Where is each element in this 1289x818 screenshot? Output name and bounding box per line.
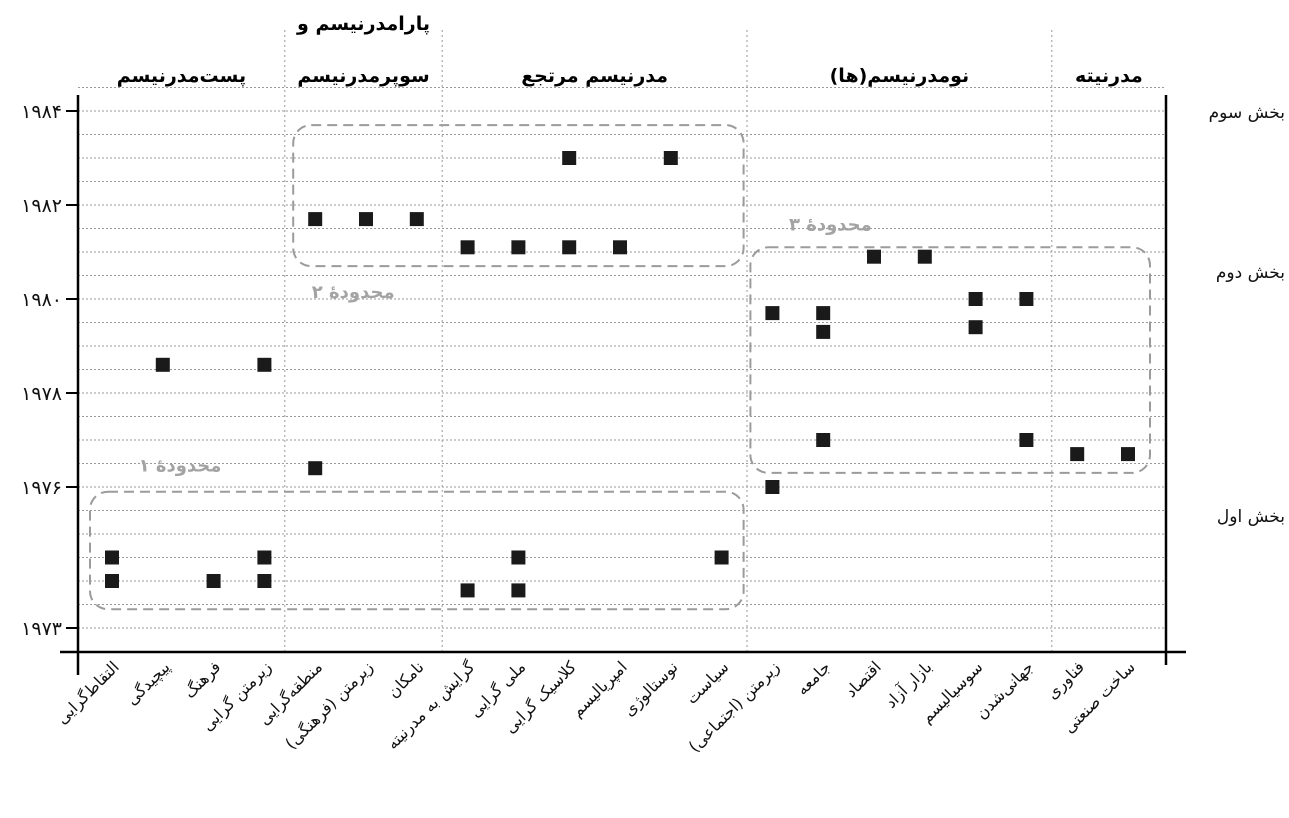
- data-point: [816, 306, 831, 321]
- data-point: [409, 212, 424, 227]
- section-label: بخش اول: [1217, 507, 1285, 527]
- data-point: [867, 249, 881, 264]
- region-box: [89, 490, 745, 611]
- x-tick-label: فرهنگ: [180, 657, 225, 702]
- y-tick-labels: ۱۹۷۳ ۱۹۷۶ ۱۹۷۸ ۱۹۸۰ ۱۹۸۲ ۱۹۸۴: [21, 101, 78, 640]
- y-tick-label: ۱۹۷۳: [21, 618, 62, 640]
- data-point: [359, 212, 373, 227]
- section-labels: بخش سوم بخش دوم بخش اول: [1209, 103, 1285, 527]
- axes: [60, 95, 1186, 675]
- x-tick-label: زیرمتن (فرهنگی): [281, 657, 377, 753]
- x-tick-label: نوستالوژی: [619, 657, 682, 720]
- vertical-gridlines: [284, 30, 1053, 652]
- data-point: [511, 240, 526, 255]
- region-boxes: محدودهٔ ۱ محدودهٔ ۲ محدودهٔ ۳: [89, 124, 1152, 611]
- group-label: سوپرمدرنیسم: [297, 65, 429, 87]
- x-tick-label: التقاط‌گرایی: [52, 657, 123, 728]
- data-point: [105, 574, 119, 588]
- data-point: [968, 292, 983, 306]
- data-point: [155, 357, 170, 372]
- data-point: [613, 240, 627, 255]
- data-point: [714, 550, 729, 565]
- x-tick-label: امپریالیسم: [567, 657, 631, 721]
- x-tick-label: گرایش به مدرنیته: [383, 657, 480, 754]
- y-tick-label: ۱۹۸۴: [21, 101, 62, 123]
- region-label: محدودهٔ ۲: [312, 282, 395, 303]
- data-point: [308, 461, 323, 476]
- group-label: نومدرنیسم(ها): [830, 65, 970, 87]
- data-point: [1019, 292, 1034, 306]
- group-label: مدرنیته: [1075, 65, 1143, 87]
- data-point: [206, 574, 221, 588]
- x-tick-label: فناوری: [1043, 657, 1089, 703]
- data-point: [460, 583, 475, 598]
- region-label: محدودهٔ ۳: [789, 214, 872, 235]
- horizontal-gridlines: [78, 87, 1166, 629]
- data-point: [816, 324, 831, 339]
- data-point: [511, 550, 526, 565]
- data-point: [562, 240, 577, 255]
- y-tick-label: ۱۹۸۰: [21, 289, 62, 311]
- data-point: [460, 240, 475, 255]
- data-point: [765, 306, 780, 321]
- section-label: بخش سوم: [1209, 103, 1285, 123]
- section-label: بخش دوم: [1216, 263, 1285, 283]
- y-tick-label: ۱۹۸۲: [21, 195, 62, 217]
- region-box: [749, 246, 1152, 474]
- group-label: پست‌مدرنیسم: [117, 65, 246, 87]
- data-point: [816, 433, 831, 447]
- x-tick-label: پیچیدگی: [122, 657, 174, 709]
- data-points: [105, 151, 1135, 598]
- group-labels: پست‌مدرنیسم سوپرمدرنیسم پارامدرنیسم و مدرنی…: [117, 13, 1143, 87]
- x-tick-label: زیرمتن (اجتماعی): [685, 657, 784, 756]
- data-point: [257, 574, 272, 588]
- data-point: [968, 320, 983, 335]
- data-point: [917, 249, 932, 264]
- data-point: [511, 583, 526, 598]
- group-label: مدرنیسم مرتجع: [521, 65, 668, 87]
- data-point: [257, 550, 272, 565]
- x-tick-label: اقتصاد: [841, 657, 885, 701]
- x-tick-label: جامعه: [793, 657, 834, 698]
- x-tick-label: سیاست: [682, 657, 732, 707]
- group-label-top: پارامدرنیسم و: [296, 13, 430, 35]
- data-point: [1070, 447, 1085, 462]
- region-label: محدودهٔ ۱: [139, 456, 222, 477]
- data-point: [308, 212, 323, 227]
- data-point: [1019, 433, 1034, 447]
- data-point: [257, 357, 272, 372]
- y-tick-label: ۱۹۷۸: [21, 383, 62, 405]
- y-tick-label: ۱۹۷۶: [21, 477, 62, 499]
- data-point: [1121, 447, 1135, 462]
- x-tick-label: نامکان: [384, 657, 428, 701]
- data-point: [105, 550, 119, 565]
- data-point: [765, 480, 780, 494]
- data-point: [663, 151, 678, 165]
- data-point: [562, 151, 577, 165]
